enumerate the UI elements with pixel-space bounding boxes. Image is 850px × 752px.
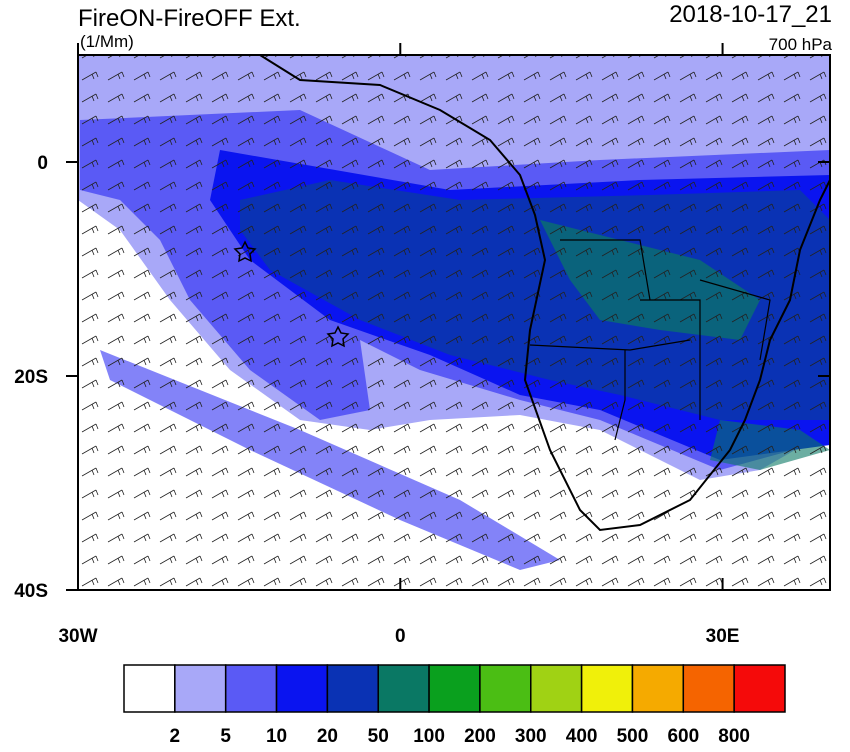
level: 700 hPa — [769, 35, 833, 54]
colorbar-box — [275, 664, 329, 713]
colorbar-label: 20 — [317, 726, 338, 747]
colorbar-box — [326, 664, 379, 713]
colorbar-label: 400 — [566, 726, 598, 747]
colorbar-label: 600 — [667, 726, 699, 747]
date: 2018-10-17_21 — [669, 1, 832, 28]
colorbar-box — [631, 664, 685, 713]
units: (1/Mm) — [80, 32, 134, 51]
map-frame — [77, 54, 831, 591]
colorbar-label: 500 — [617, 726, 649, 747]
lat-label: 0 — [37, 153, 48, 174]
colorbar-box — [174, 664, 227, 713]
colorbar-label: 5 — [220, 726, 231, 747]
colorbar-label: 50 — [368, 726, 389, 747]
colorbar-label: 300 — [515, 726, 547, 747]
colorbar-box — [530, 664, 583, 713]
title: FireON-FireOFF Ext. — [78, 5, 301, 32]
colorbar-box — [580, 664, 634, 713]
colorbar-label: 10 — [266, 726, 287, 747]
colorbar-box — [377, 664, 430, 713]
colorbar-box — [682, 664, 735, 713]
map-field — [78, 55, 830, 590]
lat-label: 20S — [14, 367, 48, 388]
colorbar-box — [479, 664, 532, 713]
colorbar-label: 800 — [718, 726, 750, 747]
colorbar: 2 5 10 20 50 100 200 300 400 500 600 800 — [123, 664, 786, 747]
colorbar-box — [733, 664, 786, 713]
colorbar-label: 200 — [464, 726, 496, 747]
colorbar-label: 2 — [170, 726, 181, 747]
colorbar-label: 100 — [413, 726, 445, 747]
lon-label: 0 — [395, 626, 406, 647]
lon-label: 30W — [58, 626, 97, 647]
colorbar-box — [123, 664, 176, 713]
lon-label: 30E — [706, 626, 740, 647]
colorbar-box — [428, 664, 481, 713]
lat-label: 40S — [14, 581, 48, 602]
colorbar-box — [224, 664, 278, 713]
